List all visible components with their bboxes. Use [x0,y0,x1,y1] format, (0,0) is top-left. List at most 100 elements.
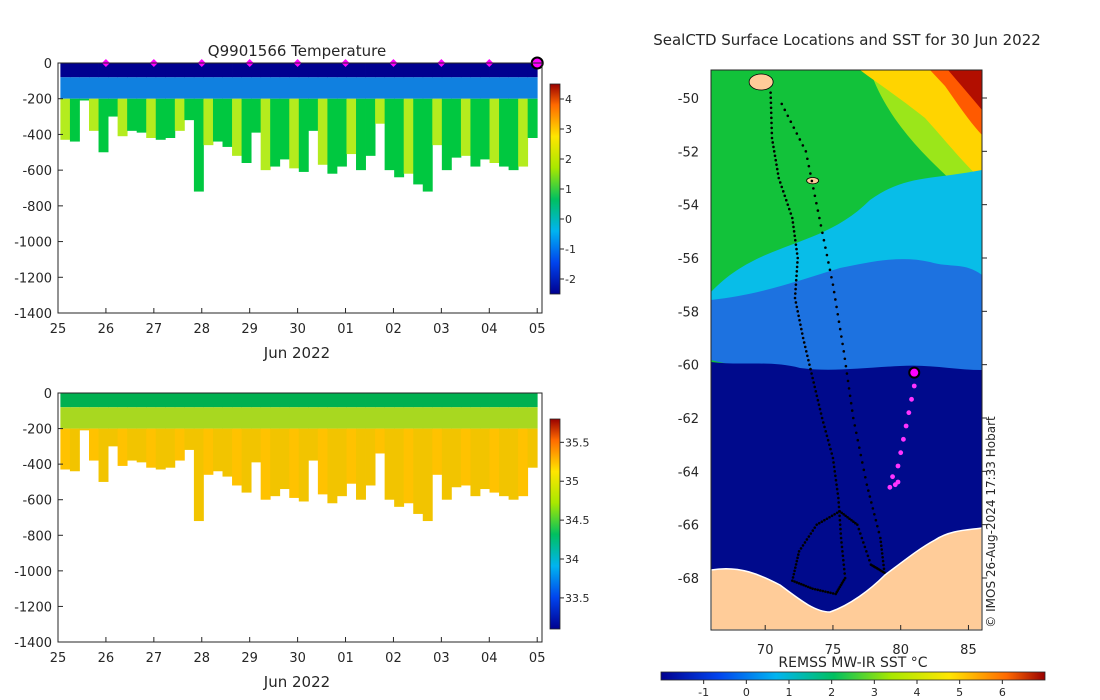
track-point [793,580,796,583]
track-point [783,194,787,198]
temperature-cell [98,77,109,99]
temperature-cell [222,63,233,78]
temperature-cell [184,98,195,121]
salinity-cell [308,393,319,408]
temperature-profile [432,63,443,146]
temperature-cell [212,63,223,78]
track-point [821,589,825,593]
temperature-cell [413,77,424,99]
track-point [865,550,868,553]
sst-colorbar-tick-label: -1 [698,686,709,699]
salinity-profile [499,393,509,497]
sst-colorbar-tick-label: 0 [743,686,750,699]
temperature-cell [479,63,490,78]
salinity-cell [336,428,347,497]
temperature-cell [403,63,414,78]
salinity-cell [317,428,328,495]
salinity-cell [327,393,338,408]
temperature-cell [499,98,509,167]
temperature-cell [432,98,443,146]
temperature-cell [298,63,309,78]
track-point [812,381,815,384]
salinity-colorbar-tick-label: 35.5 [565,436,590,449]
track-point [820,416,824,420]
temperature-profile [508,63,519,171]
temperature-profile [155,63,166,140]
salinity-cell [136,393,147,408]
track-point [786,203,790,206]
map-lon-tick-label: 80 [892,643,909,658]
temperature-cell [165,98,176,138]
temperature-profile [308,63,319,131]
temperature-cell [356,98,366,171]
track-point [789,120,793,123]
salinity-profile [346,393,357,484]
temperature-cell [222,98,233,147]
salinity-cell [146,393,157,408]
track-point [836,313,840,316]
salinity-cell [413,393,424,408]
track-point [834,474,837,478]
track-point [799,323,802,326]
temperature-profile [317,63,328,165]
map-lat-tick-label: -64 [678,465,699,480]
temperature-cell [394,63,405,78]
track-point [824,430,828,433]
temperature-cell [298,77,309,99]
temperature-cell [251,63,262,78]
salinity-cell [165,393,176,408]
temperature-cell [203,98,214,146]
temperature-cell [270,63,281,78]
track-point [809,586,812,590]
track-point [874,518,878,522]
temperature-x-tick-label: 27 [146,322,163,337]
salinity-x-tick-label: 29 [241,651,258,666]
track-point [864,475,867,479]
salinity-profile [69,393,80,472]
salinity-colorbar-tick-label: 34.5 [565,514,590,527]
salinity-cell [184,393,195,408]
temperature-cell [260,63,271,78]
temperature-cell [403,77,414,99]
track-point [848,394,852,398]
track-point [835,305,838,309]
track-point [819,412,823,415]
track-point [834,478,838,482]
salinity-cell [127,428,138,461]
salinity-cell [356,428,366,500]
track-point [823,518,826,522]
salinity-cell [489,407,500,429]
temperature-cell [317,77,328,99]
temperature-x-axis: 25 26 27 28 29 30 01 02 03 04 05 [50,308,545,337]
track-point [826,590,830,594]
salinity-cell [260,428,271,500]
track-point [811,529,815,532]
track-point [772,150,776,153]
temperature-profile [146,63,157,138]
track-point [819,224,823,227]
track-point [849,401,853,405]
temperature-cell [89,63,99,78]
seal-track [769,91,886,596]
salinity-colorbar-tick-label: 35 [565,475,579,488]
salinity-cell [384,428,395,500]
sst-map-panel: SealCTD Surface Locations and SST for 30… [653,31,1046,699]
temperature-cell [413,98,424,185]
track-point [860,536,864,540]
salinity-profile [117,393,128,466]
salinity-cell [60,393,71,408]
track-point [806,157,809,161]
track-point [834,298,837,301]
salinity-profile [184,393,195,450]
temperature-cell [422,63,433,78]
temperature-cell [375,77,386,99]
track-point [807,164,811,168]
salinity-profile [98,393,109,482]
temperature-y-tick-label: -1200 [14,271,52,286]
track-point [851,416,855,420]
temperature-colorbar-tick-label: 3 [565,123,572,136]
track-point [828,515,831,519]
track-point [776,172,780,175]
track-point [770,136,774,140]
track-point [859,453,863,457]
